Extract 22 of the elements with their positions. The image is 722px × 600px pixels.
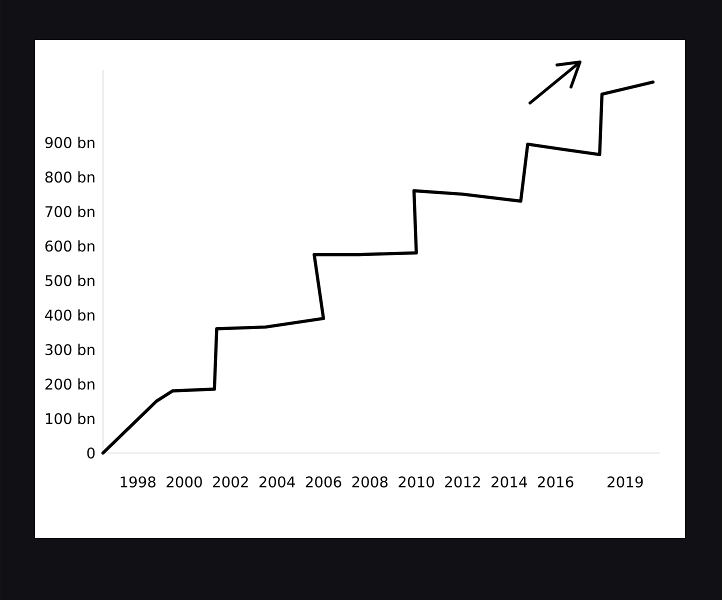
- x-tick-label: 2019: [608, 476, 643, 488]
- y-tick-label: 600 bn: [45, 240, 94, 252]
- y-tick-label: 700 bn: [46, 206, 94, 218]
- x-tick-label: 1998: [120, 476, 156, 488]
- x-tick-label: 2010: [398, 476, 434, 488]
- y-tick-label: 400 bn: [45, 309, 94, 321]
- y-tick-label: 500 bn: [45, 274, 94, 286]
- x-tick-label: 2016: [538, 476, 574, 488]
- x-tick-label: 2014: [492, 476, 527, 488]
- y-tick-label: 200 bn: [45, 378, 94, 390]
- y-tick-label: 800 bn: [45, 171, 94, 183]
- x-tick-label: 2002: [213, 476, 248, 488]
- line-series: [101, 80, 655, 455]
- x-tick-label: 2006: [306, 476, 342, 488]
- x-tick-label: 2004: [259, 476, 295, 488]
- y-tick-label: 900 bn: [45, 136, 94, 148]
- x-tick-label: 2008: [352, 476, 388, 488]
- y-tick-label: 0: [87, 447, 95, 459]
- x-tick-label: 2000: [166, 476, 202, 488]
- y-tick-label: 100 bn: [46, 412, 94, 424]
- x-tick-label: 2012: [445, 476, 480, 488]
- y-tick-label: 300 bn: [45, 344, 94, 356]
